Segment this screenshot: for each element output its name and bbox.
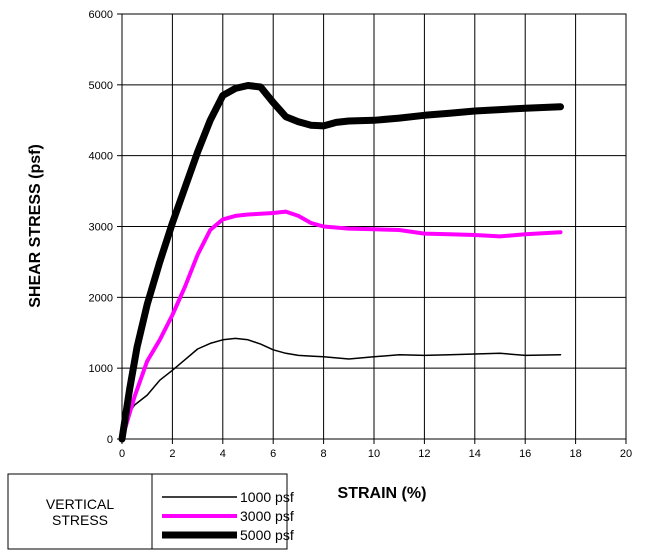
- legend-title-line-2: STRESS: [52, 512, 108, 528]
- x-axis-title: STRAIN (%): [338, 485, 427, 502]
- legend-entries: 1000 psf 3000 psf 5000 psf: [162, 489, 294, 543]
- x-tick-label: 20: [620, 448, 632, 460]
- legend: VERTICAL STRESS 1000 psf 3000 psf 5000 psf: [7, 473, 294, 550]
- legend-box: [7, 473, 288, 550]
- legend-title-line-1: VERTICAL: [46, 496, 114, 512]
- x-tick-label: 2: [169, 448, 175, 460]
- y-axis-title: SHEAR STRESS (psf): [27, 144, 44, 308]
- y-tick-label: 3000: [89, 222, 113, 234]
- tick-labels: 0 2 4 6 8 10 12 14 16 18 20 0 1000 2000 3000 4000 5000 60…: [89, 9, 633, 460]
- y-tick-label: 2000: [89, 292, 113, 304]
- series-line-3000-psf: [120, 209, 563, 441]
- x-tick-label: 14: [469, 448, 481, 460]
- x-tick-label: 18: [569, 448, 581, 460]
- series-line-1000-psf: [121, 337, 562, 440]
- y-tick-label: 1000: [89, 363, 113, 375]
- y-tick-label: 6000: [89, 9, 113, 21]
- legend-label-3000-psf: 3000 psf: [240, 508, 294, 524]
- y-tick-label: 5000: [89, 80, 113, 92]
- series-lines: [118, 82, 564, 443]
- plot-area-frame: [121, 13, 627, 440]
- legend-label-5000-psf: 5000 psf: [240, 527, 294, 543]
- y-tick-label: 0: [107, 434, 113, 446]
- y-tick-label: 4000: [89, 151, 113, 163]
- x-tick-label: 16: [519, 448, 531, 460]
- series-line-5000-psf: [118, 82, 564, 443]
- x-tick-label: 0: [119, 448, 125, 460]
- x-tick-label: 8: [321, 448, 327, 460]
- x-tick-label: 12: [418, 448, 430, 460]
- x-tick-label: 10: [368, 448, 380, 460]
- legend-label-1000-psf: 1000 psf: [240, 489, 294, 505]
- x-tick-label: 4: [220, 448, 226, 460]
- x-tick-label: 6: [270, 448, 276, 460]
